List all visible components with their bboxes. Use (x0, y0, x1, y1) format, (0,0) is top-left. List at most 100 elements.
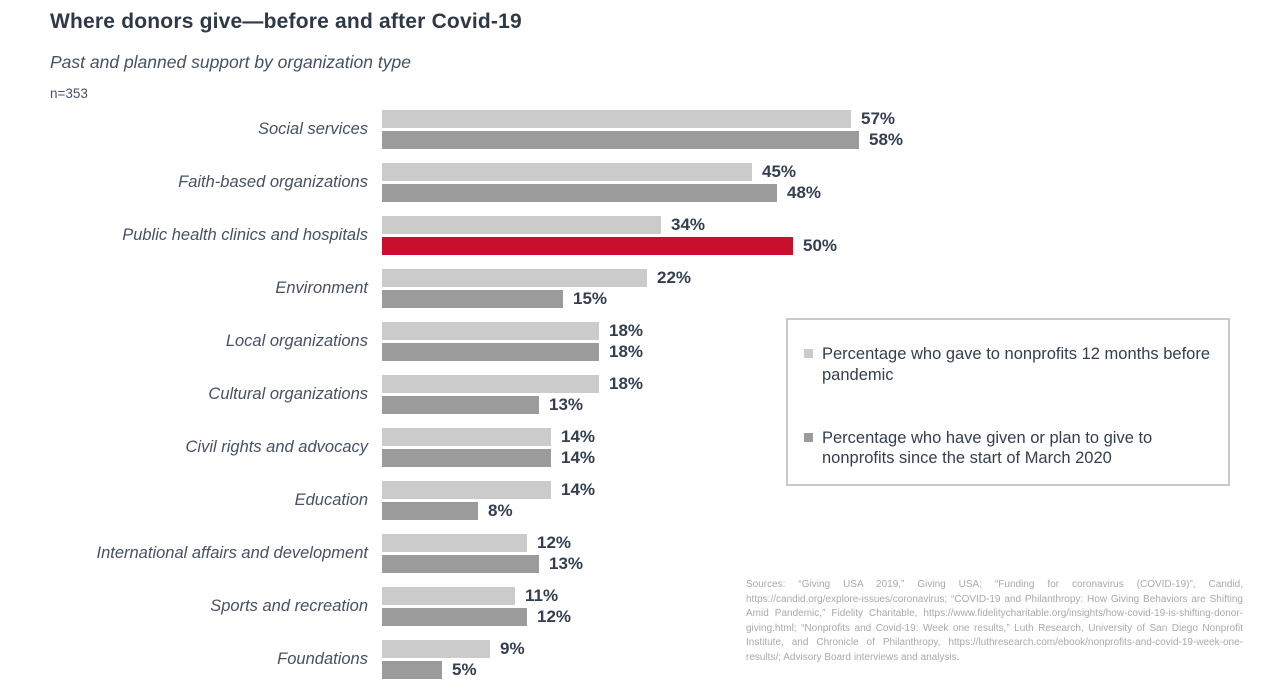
chart-title: Where donors give—before and after Covid… (50, 10, 522, 33)
bar-since-march-2020 (382, 449, 551, 467)
bar-row: 13% (382, 554, 584, 573)
bar-row: 34% (382, 215, 837, 234)
bar-since-march-2020 (382, 131, 859, 149)
bar-before-pandemic (382, 163, 752, 181)
bar-before-pandemic (382, 216, 661, 234)
bar-value-label: 15% (573, 289, 608, 308)
bar-value-label: 18% (609, 342, 644, 361)
bar-pair: 14% 14% (382, 427, 596, 467)
bar-row: 18% (382, 374, 643, 393)
bar-value-label: 13% (549, 554, 584, 573)
bar-value-label: 5% (452, 660, 477, 679)
bar-before-pandemic (382, 534, 527, 552)
bar-value-label: 22% (657, 268, 692, 287)
bar-row: 11% (382, 586, 571, 605)
bar-value-label: 14% (561, 427, 596, 446)
legend-label-before: Percentage who gave to nonprofits 12 mon… (822, 345, 1210, 384)
bar-row: 57% (382, 109, 903, 128)
category-group: Education 14% 8% (0, 480, 1280, 520)
legend-swatch-after-icon (804, 432, 813, 442)
bar-since-march-2020 (382, 184, 777, 202)
legend-swatch-before-icon (804, 349, 813, 358)
bar-row: 8% (382, 501, 595, 520)
bar-before-pandemic (382, 428, 551, 446)
bar-value-label: 14% (561, 480, 596, 499)
bar-since-march-2020 (382, 343, 599, 361)
bar-value-label: 12% (537, 533, 572, 552)
bar-before-pandemic (382, 640, 490, 658)
category-group: Sports and recreation 11% 12% (0, 586, 1280, 626)
bar-row: 14% (382, 448, 596, 467)
bar-value-label: 48% (787, 183, 822, 202)
bar-since-march-2020 (382, 237, 793, 255)
bar-value-label: 45% (762, 162, 797, 181)
bar-since-march-2020 (382, 396, 539, 414)
category-label: Sports and recreation (210, 597, 368, 616)
category-label: Environment (275, 279, 368, 298)
bar-row: 12% (382, 533, 583, 552)
bar-value-label: 11% (525, 586, 559, 605)
bar-row: 22% (382, 268, 692, 287)
bar-row: 5% (382, 660, 525, 679)
category-label: Foundations (277, 650, 368, 669)
bar-before-pandemic (382, 322, 599, 340)
bar-value-label: 12% (537, 607, 572, 626)
bar-pair: 22% 15% (382, 268, 692, 308)
sample-size-label: n=353 (50, 86, 88, 101)
category-label: Education (294, 491, 368, 510)
bar-row: 58% (382, 130, 904, 149)
legend: Percentage who gave to nonprofits 12 mon… (786, 318, 1230, 486)
category-label: Cultural organizations (208, 385, 368, 404)
category-group: International affairs and development 12%… (0, 533, 1280, 573)
category-label: Public health clinics and hospitals (122, 226, 368, 245)
legend-label-after: Percentage who have given or plan to giv… (822, 428, 1153, 468)
category-group: Civil rights and advocacy 14% 14% (0, 427, 1280, 467)
bar-row: 9% (382, 639, 525, 658)
bar-before-pandemic (382, 587, 515, 605)
bar-row: 12% (382, 607, 572, 626)
bar-before-pandemic (382, 269, 647, 287)
bar-pair: 18% 13% (382, 374, 643, 414)
bar-value-label: 8% (488, 501, 513, 520)
category-group: Public health clinics and hospitals 34% 50… (0, 215, 1280, 255)
bar-since-march-2020 (382, 502, 478, 520)
bar-row: 48% (382, 183, 822, 202)
bar-value-label: 13% (549, 395, 584, 414)
category-group: Faith-based organizations 45% 48% (0, 162, 1280, 202)
bar-before-pandemic (382, 481, 551, 499)
bar-row: 14% (382, 480, 596, 499)
bar-since-march-2020 (382, 555, 539, 573)
category-group: Social services 57% 58% (0, 109, 1280, 149)
bar-pair: 45% 48% (382, 162, 822, 202)
bar-value-label: 57% (861, 109, 896, 128)
bar-pair: 9% 5% (382, 639, 525, 679)
bar-row: 13% (382, 395, 643, 414)
legend-item-before: Percentage who gave to nonprofits 12 mon… (804, 344, 1216, 386)
chart-subtitle: Past and planned support by organization… (50, 52, 411, 72)
bar-chart: Social services 57% 58% Faith-based organiz… (0, 109, 1280, 692)
bar-pair: 12% 13% (382, 533, 584, 573)
bar-value-label: 34% (671, 215, 706, 234)
bar-since-march-2020 (382, 608, 527, 626)
bar-row: 45% (382, 162, 821, 181)
bar-pair: 14% 8% (382, 480, 596, 520)
bar-value-label: 58% (869, 130, 904, 149)
bar-pair: 34% 50% (382, 215, 837, 255)
bar-before-pandemic (382, 375, 599, 393)
category-group: Cultural organizations 18% 13% (0, 374, 1280, 414)
sources-note: Sources: “Giving USA 2019,” Giving USA; … (746, 579, 1243, 663)
bar-value-label: 14% (561, 448, 596, 467)
bar-since-march-2020 (382, 290, 563, 308)
category-group: Local organizations 18% 18% (0, 321, 1280, 361)
bar-row: 14% (382, 427, 596, 446)
legend-item-after: Percentage who have given or plan to giv… (804, 428, 1216, 470)
bar-value-label: 9% (500, 639, 525, 658)
category-label: Faith-based organizations (178, 173, 368, 192)
bar-row: 18% (382, 321, 643, 340)
bar-row: 15% (382, 289, 691, 308)
category-group: Environment 22% 15% (0, 268, 1280, 308)
bar-pair: 18% 18% (382, 321, 644, 361)
bar-before-pandemic (382, 110, 851, 128)
category-label: Local organizations (225, 332, 368, 351)
category-group: Foundations 9% 5% (0, 639, 1280, 679)
